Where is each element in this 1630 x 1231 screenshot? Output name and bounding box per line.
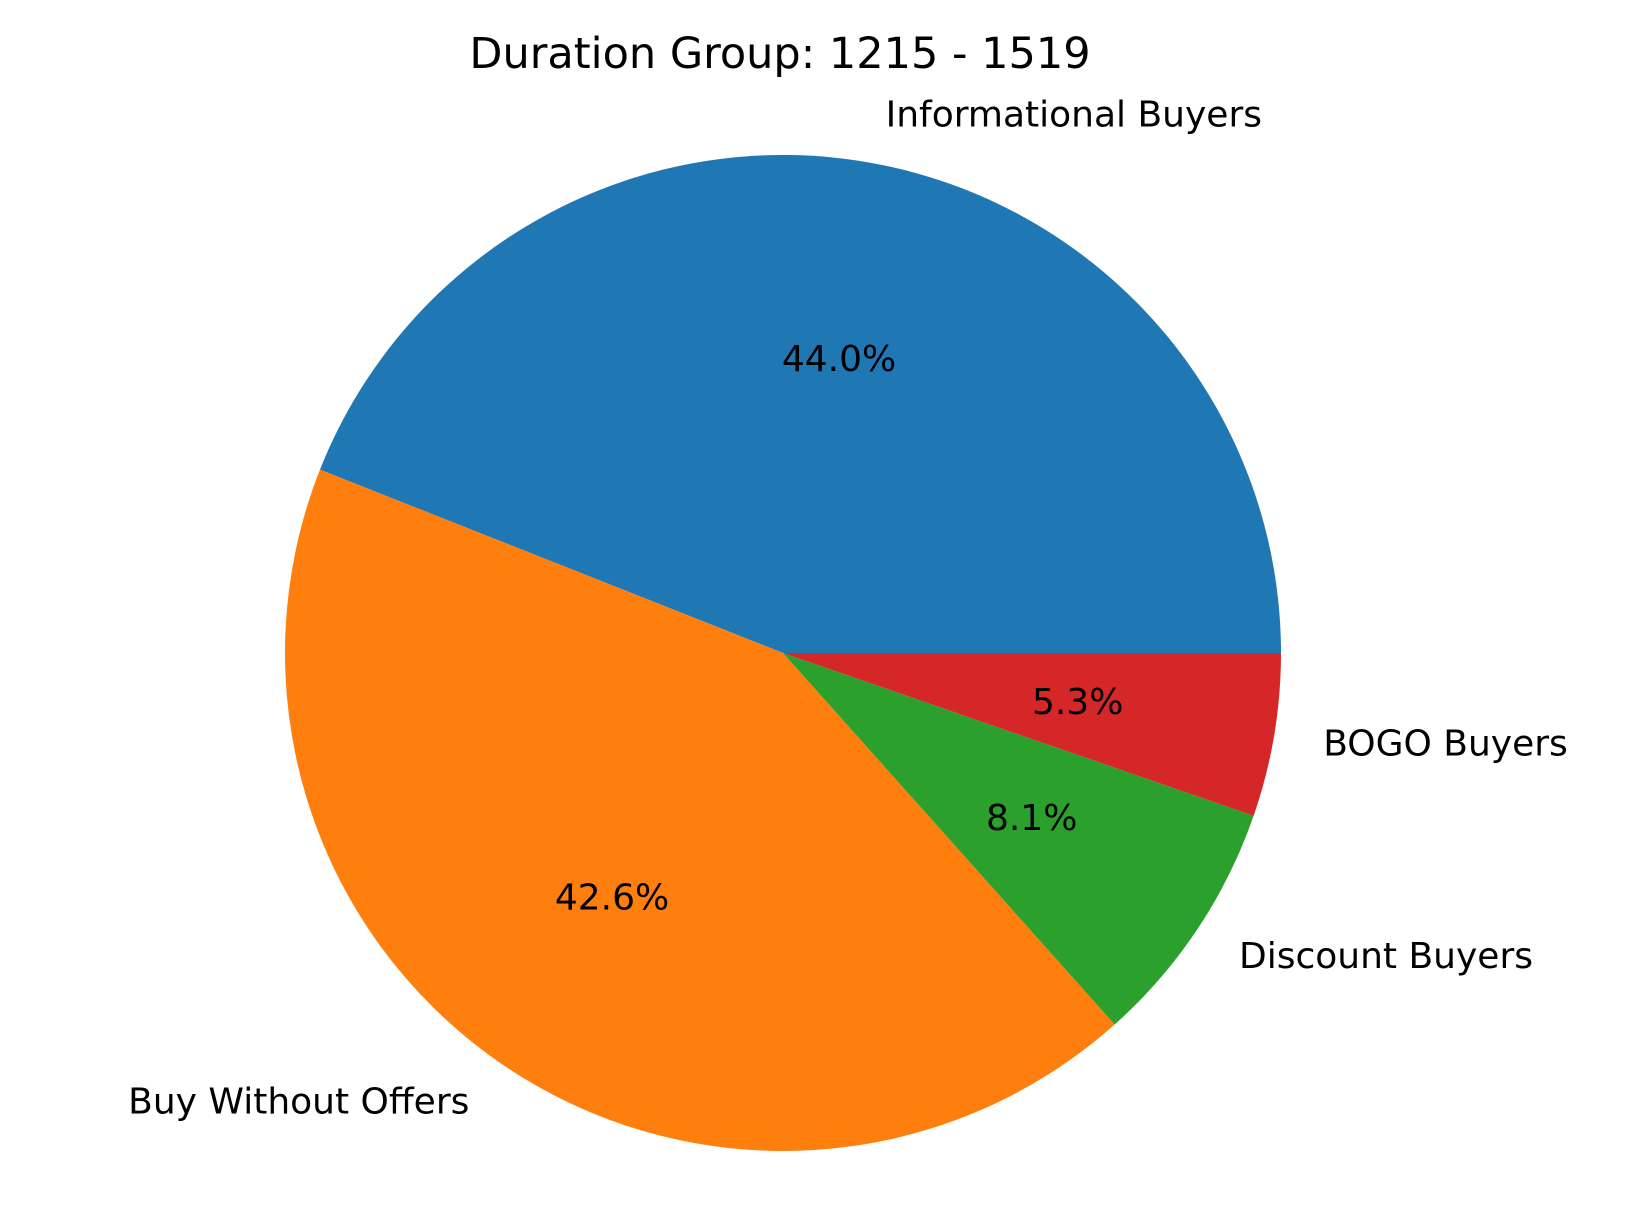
pie-slice-discount-buyers — [783, 653, 1254, 1025]
pct-label-discount-buyers: 8.1% — [986, 798, 1077, 839]
slice-label-discount-buyers: Discount Buyers — [1239, 936, 1533, 977]
pie-slice-bogo-buyers — [783, 653, 1281, 816]
pie-slice-buy-without-offers — [284, 469, 1115, 1152]
chart-title: Duration Group: 1215 - 1519 — [469, 29, 1090, 79]
slice-label-bogo-buyers: BOGO Buyers — [1323, 723, 1568, 764]
slice-label-informational-buyers: Informational Buyers — [886, 94, 1262, 135]
pie-labels: Informational Buyers 44.0% Buy Without Off… — [128, 94, 1568, 1122]
pct-label-informational-buyers: 44.0% — [782, 339, 896, 380]
slice-label-buy-without-offers: Buy Without Offers — [128, 1082, 469, 1123]
pct-label-bogo-buyers: 5.3% — [1032, 682, 1123, 723]
pie-slice-informational-buyers — [319, 154, 1282, 653]
pct-label-buy-without-offers: 42.6% — [555, 878, 669, 919]
pie-slices — [284, 154, 1282, 1152]
